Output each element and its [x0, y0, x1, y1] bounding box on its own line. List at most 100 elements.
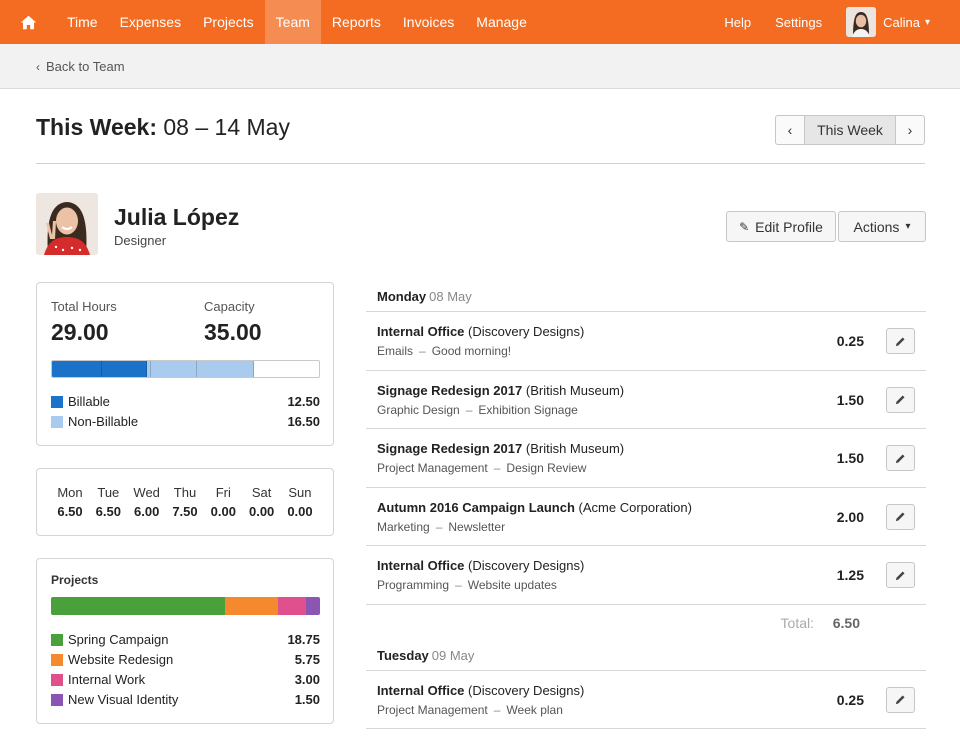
day-name: Mon [57, 485, 83, 500]
person-role: Designer [114, 233, 167, 248]
nonbillable-segment [196, 361, 255, 377]
project-name: Signage Redesign 2017 [377, 382, 523, 398]
day-name: Sun [288, 485, 312, 500]
separator: – [465, 402, 473, 417]
entry-note: Good morning! [431, 344, 512, 358]
entry-task: Graphic Design – Exhibition Signage [377, 403, 578, 417]
projects-title: Projects [51, 573, 99, 587]
daily-hours-list: Mon 6.50 Tue 6.50 Wed 6.00 Thu 7.50 Fri 0.00 Sat 0.… [51, 485, 319, 519]
back-to-team-link[interactable]: ‹ Back to Team [36, 59, 125, 74]
day-column: Mon 6.50 [51, 485, 89, 519]
page-title: This Week: 08 – 14 May [36, 114, 290, 141]
nonbillable-label: Non-Billable [68, 414, 139, 429]
edit-profile-button[interactable]: ✎ Edit Profile [726, 211, 836, 242]
project-swatch [51, 693, 63, 706]
separator: – [419, 344, 426, 358]
entry-note: Week plan [506, 702, 563, 717]
nonbillable-segment [151, 361, 197, 377]
task-name: Programming [377, 578, 450, 592]
day-column: Fri 0.00 [204, 485, 242, 519]
next-week-button[interactable]: › [895, 115, 925, 145]
project-name: Autumn 2016 Campaign Launch [377, 499, 575, 515]
total-value: 6.50 [832, 614, 860, 631]
this-week-button[interactable]: This Week [805, 115, 895, 145]
day-header: Tuesday 09 May [366, 641, 926, 671]
entry-hours: 0.25 [836, 333, 864, 349]
actions-button[interactable]: Actions ▾ [838, 211, 926, 242]
edit-entry-button[interactable] [886, 562, 915, 588]
day-hours: 0.00 [210, 504, 236, 519]
actions-label: Actions [853, 218, 900, 235]
project-name: Internal Work [68, 672, 146, 687]
client-name: (Discovery Designs) [468, 682, 585, 698]
page-title-prefix: This Week: [36, 114, 157, 140]
edit-entry-button[interactable] [886, 686, 915, 713]
nav-time[interactable]: Time [67, 14, 98, 30]
day-hours: 0.00 [248, 504, 275, 519]
day-hours: 6.00 [134, 504, 160, 519]
edit-entry-button[interactable] [886, 503, 915, 530]
nav-reports[interactable]: Reports [331, 14, 381, 30]
home-icon[interactable] [0, 0, 56, 44]
separator: – [455, 578, 462, 592]
time-entry-row: Internal Office (Discovery Designs) Email… [366, 312, 926, 371]
nav-invoices[interactable]: Invoices [402, 14, 455, 30]
day-name: Tue [97, 485, 120, 500]
project-hours: 5.75 [294, 652, 320, 667]
day-column: Tue 6.50 [89, 485, 127, 519]
entry-project: Autumn 2016 Campaign Launch (Acme Corpor… [377, 500, 692, 515]
day-column: Sun 0.00 [281, 485, 319, 519]
project-legend-item[interactable]: New Visual Identity 1.50 [51, 692, 320, 707]
project-name: Internal Office [377, 324, 465, 339]
day-hours: 6.50 [57, 504, 83, 519]
day-label: Tuesday [377, 647, 429, 663]
entry-task: Project Management – Design Review [377, 461, 586, 475]
pencil-icon [895, 394, 906, 405]
projects-card: Projects Spring Campaign 18.75 Website Red… [36, 558, 334, 724]
user-menu[interactable]: Calina ▾ [846, 7, 930, 37]
total-hours-label: Total Hours [51, 299, 117, 314]
day-hours: 7.50 [172, 504, 198, 519]
capacity-label: Capacity [204, 299, 255, 314]
day-name: Wed [133, 485, 160, 500]
day-hours: 6.50 [95, 504, 121, 519]
avatar [846, 7, 877, 37]
nav-expenses[interactable]: Expenses [119, 14, 182, 30]
edit-entry-button[interactable] [886, 445, 915, 471]
nav-right: Help Settings Calina ▾ [700, 0, 960, 44]
project-hours: 3.00 [294, 672, 320, 687]
nav-help[interactable]: Help [724, 14, 752, 30]
day-date: 09 May [431, 647, 475, 663]
user-name: Calina [883, 14, 920, 30]
header-divider [36, 163, 925, 164]
entry-note: Website updates [467, 578, 557, 592]
project-legend-item[interactable]: Spring Campaign 18.75 [51, 632, 320, 647]
project-legend-item[interactable]: Website Redesign 5.75 [51, 652, 320, 667]
nav-team[interactable]: Team [264, 0, 321, 44]
separator: – [435, 519, 443, 534]
edit-entry-button[interactable] [886, 328, 915, 354]
project-legend-item[interactable]: Internal Work 3.00 [51, 672, 320, 687]
chevron-left-icon: ‹ [36, 59, 40, 74]
capacity-value: 35.00 [204, 319, 262, 345]
edit-entry-button[interactable] [886, 386, 915, 413]
project-segment [224, 597, 279, 615]
previous-week-button[interactable]: ‹ [775, 115, 805, 145]
project-hours: 1.50 [294, 692, 320, 707]
day-header: Monday 08 May [366, 282, 926, 312]
day-column: Wed 6.00 [128, 485, 166, 519]
nav-projects[interactable]: Projects [203, 14, 254, 30]
day-name: Sat [251, 485, 272, 500]
top-navigation: Time Expenses Projects Team Reports Invo… [0, 0, 960, 44]
task-name: Project Management [377, 702, 488, 717]
entry-hours: 0.25 [836, 691, 864, 708]
total-hours-value: 29.00 [51, 319, 109, 345]
task-name: Marketing [377, 519, 430, 534]
nav-settings[interactable]: Settings [775, 14, 823, 30]
time-entry-row: Signage Redesign 2017 (British Museum) Gr… [366, 371, 926, 429]
page-title-range: 08 – 14 May [163, 114, 290, 140]
nav-manage[interactable]: Manage [476, 14, 527, 30]
project-name: New Visual Identity [68, 692, 179, 707]
entry-task: Emails – Good morning! [377, 344, 511, 358]
entry-project: Internal Office (Discovery Designs) [377, 683, 584, 698]
